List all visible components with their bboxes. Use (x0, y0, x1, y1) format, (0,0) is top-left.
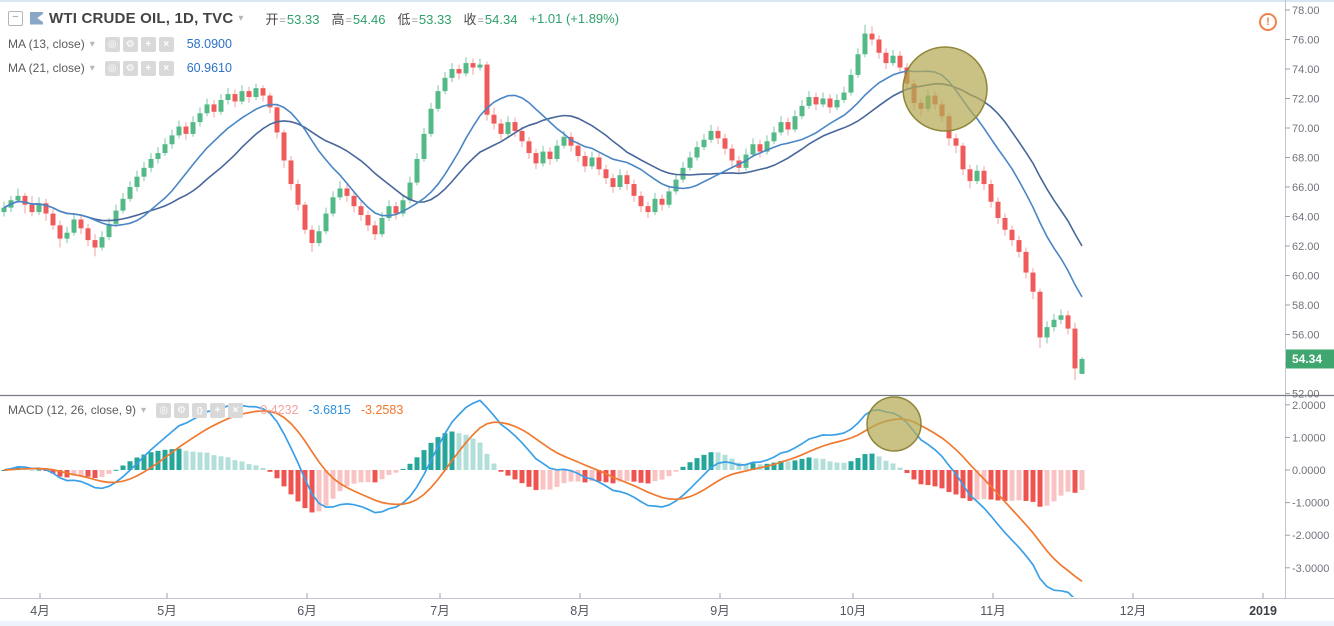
svg-text:2019: 2019 (1249, 604, 1277, 618)
svg-text:72.00: 72.00 (1292, 94, 1320, 106)
macd-signal-value: -3.2583 (360, 403, 404, 417)
svg-text:6月: 6月 (297, 604, 316, 618)
change-value: +1.01 (+1.89%) (529, 10, 620, 26)
ma21-legend: MA (21, close) ▾ ◎ ⚙ + × 60.9610 (8, 60, 232, 76)
svg-text:5月: 5月 (157, 604, 176, 618)
ma21-visibility-icon[interactable]: ◎ (104, 60, 120, 76)
svg-text:52.00: 52.00 (1292, 389, 1320, 401)
ma13-add-icon[interactable]: + (140, 36, 156, 52)
svg-text:60.00: 60.00 (1292, 271, 1320, 283)
ma13-line (3, 70, 1083, 298)
highlight-circle-macd (866, 396, 922, 452)
svg-text:66.00: 66.00 (1292, 182, 1320, 194)
time-axis[interactable]: 4月 5月 6月 7月 8月 9月 10月 11月 12月 2019 (30, 593, 1277, 618)
open-label: 开 (265, 11, 279, 27)
svg-text:-1.0000: -1.0000 (1292, 498, 1329, 510)
macd-dropdown-caret-icon[interactable]: ▾ (141, 404, 147, 416)
ma21-dropdown-caret-icon[interactable]: ▾ (89, 62, 95, 74)
low-label: 低 (397, 11, 411, 27)
ma21-remove-icon[interactable]: × (158, 60, 174, 76)
high-label: 高 (331, 11, 345, 27)
top-border (0, 0, 1334, 2)
macd-line-value: -3.6815 (308, 403, 351, 417)
svg-text:74.00: 74.00 (1292, 64, 1320, 76)
svg-text:4月: 4月 (30, 604, 49, 618)
macd-legend: MACD (12, 26, close, 9) ▾ ◎ ⚙ {} + × -0.… (8, 402, 403, 418)
svg-text:-3.0000: -3.0000 (1292, 563, 1329, 575)
last-price-label: 54.34 (1286, 349, 1334, 369)
bottom-border (0, 621, 1334, 626)
macd-remove-icon[interactable]: × (228, 402, 244, 418)
svg-text:2.0000: 2.0000 (1292, 400, 1326, 412)
svg-text:7月: 7月 (430, 604, 449, 618)
collapse-pane-icon[interactable]: − (8, 10, 23, 26)
price-axis[interactable]: 78.00 76.00 74.00 72.00 70.00 68.00 66.00 64.00… (0, 0, 1334, 599)
symbol-legend: − WTI CRUDE OIL, 1D, TVC ▾ 开=53.33 高=54.… (8, 9, 619, 27)
svg-text:70.00: 70.00 (1292, 123, 1320, 135)
svg-text:56.00: 56.00 (1292, 330, 1320, 342)
svg-text:76.00: 76.00 (1292, 35, 1320, 47)
ma21-value: 60.9610 (186, 61, 232, 75)
svg-text:12月: 12月 (1120, 604, 1146, 618)
svg-text:54.34: 54.34 (1292, 352, 1322, 366)
ma13-visibility-icon[interactable]: ◎ (104, 36, 120, 52)
ma13-value: 58.0900 (186, 37, 232, 51)
macd-add-icon[interactable]: + (210, 402, 226, 418)
svg-text:68.00: 68.00 (1292, 153, 1320, 165)
high-value: 54.46 (352, 11, 386, 27)
svg-text:58.00: 58.00 (1292, 300, 1320, 312)
ma13-settings-icon[interactable]: ⚙ (122, 36, 138, 52)
svg-text:0.0000: 0.0000 (1292, 465, 1326, 477)
svg-text:-2.0000: -2.0000 (1292, 530, 1329, 542)
ma21-label: MA (21, close) (8, 61, 85, 75)
svg-text:9月: 9月 (710, 604, 729, 618)
svg-text:11月: 11月 (980, 604, 1005, 618)
macd-source-icon[interactable]: {} (192, 402, 208, 418)
highlight-circle-main (902, 46, 988, 132)
svg-text:10月: 10月 (840, 604, 866, 618)
macd-settings-icon[interactable]: ⚙ (174, 402, 190, 418)
symbol-title[interactable]: WTI CRUDE OIL, 1D, TVC (49, 9, 234, 27)
macd-label: MACD (12, 26, close, 9) (8, 403, 137, 417)
alert-warning-icon[interactable]: ! (1259, 13, 1277, 31)
close-value: 54.34 (484, 11, 518, 27)
svg-text:8月: 8月 (570, 604, 589, 618)
ma13-label: MA (13, close) (8, 37, 85, 51)
svg-text:78.00: 78.00 (1292, 5, 1320, 17)
macd-visibility-icon[interactable]: ◎ (156, 402, 172, 418)
svg-text:1.0000: 1.0000 (1292, 432, 1326, 444)
close-label: 收 (463, 11, 477, 27)
svg-text:64.00: 64.00 (1292, 212, 1320, 224)
ohlc-readout: 开=53.33 高=54.46 低=53.33 收=54.34 +1.01 (+… (265, 10, 620, 27)
open-value: 53.33 (286, 11, 320, 27)
ma13-dropdown-caret-icon[interactable]: ▾ (89, 38, 95, 50)
ma13-legend: MA (13, close) ▾ ◎ ⚙ + × 58.0900 (8, 36, 232, 52)
ma13-remove-icon[interactable]: × (158, 36, 174, 52)
symbol-flag-icon (30, 11, 43, 25)
ma21-settings-icon[interactable]: ⚙ (122, 60, 138, 76)
symbol-dropdown-caret-icon[interactable]: ▾ (238, 12, 244, 24)
low-value: 53.33 (418, 11, 452, 27)
ma21-add-icon[interactable]: + (140, 60, 156, 76)
svg-text:62.00: 62.00 (1292, 241, 1320, 253)
macd-hist-value: -0.4232 (256, 403, 299, 417)
